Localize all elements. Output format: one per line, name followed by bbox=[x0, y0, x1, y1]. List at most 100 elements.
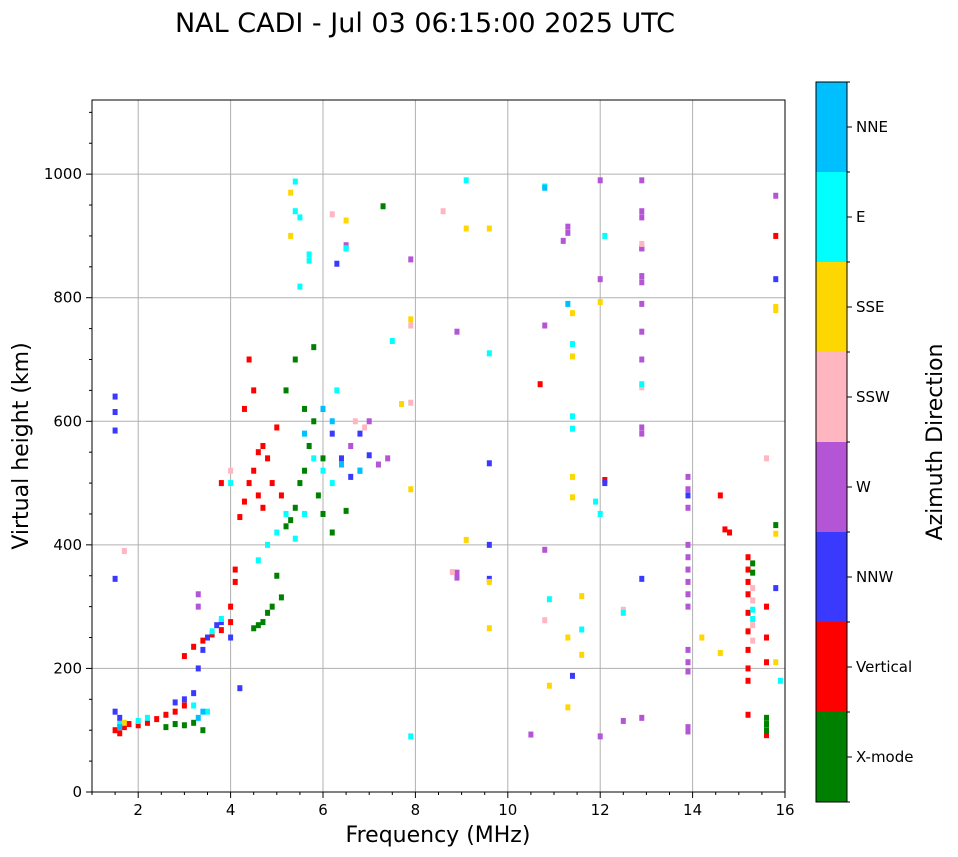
data-point bbox=[362, 424, 368, 431]
data-point bbox=[283, 510, 289, 517]
data-point bbox=[265, 609, 271, 616]
series-nnw bbox=[112, 245, 779, 721]
data-point bbox=[320, 467, 326, 474]
y-axis-label: Virtual height (km) bbox=[9, 342, 34, 549]
data-point bbox=[685, 554, 691, 561]
data-point bbox=[685, 566, 691, 573]
chart-title: NAL CADI - Jul 03 06:15:00 2025 UTC bbox=[175, 8, 675, 39]
data-point bbox=[181, 696, 187, 703]
colorbar-label: SSW bbox=[856, 388, 890, 406]
data-point bbox=[172, 708, 178, 715]
data-point bbox=[593, 498, 599, 505]
data-point bbox=[265, 455, 271, 462]
data-point bbox=[218, 616, 224, 622]
data-point bbox=[218, 619, 224, 626]
series-w bbox=[195, 177, 779, 740]
data-point bbox=[745, 609, 751, 616]
data-point bbox=[343, 217, 349, 224]
data-point bbox=[311, 418, 317, 425]
data-point bbox=[117, 714, 123, 721]
data-point bbox=[126, 721, 132, 728]
data-point bbox=[773, 307, 779, 314]
data-point bbox=[269, 603, 275, 610]
data-point bbox=[408, 486, 414, 493]
data-point bbox=[311, 455, 317, 462]
data-point bbox=[274, 424, 280, 431]
data-point bbox=[486, 578, 492, 585]
data-point bbox=[366, 452, 372, 459]
data-point bbox=[163, 711, 169, 718]
data-point bbox=[255, 622, 261, 629]
y-axis: 0 200 400 600 800 1000 bbox=[44, 111, 92, 801]
data-point bbox=[278, 594, 284, 601]
data-point bbox=[181, 702, 187, 709]
colorbar-label: SSE bbox=[856, 298, 885, 316]
data-point bbox=[302, 430, 308, 437]
x-tick-label: 6 bbox=[318, 801, 328, 819]
series-e bbox=[117, 177, 783, 740]
data-point bbox=[745, 646, 751, 653]
data-point bbox=[375, 461, 381, 468]
data-point bbox=[209, 628, 215, 635]
data-point bbox=[685, 646, 691, 653]
data-point bbox=[399, 400, 405, 407]
x-tick-label: 2 bbox=[133, 801, 143, 819]
data-point bbox=[764, 634, 770, 641]
data-point bbox=[565, 634, 571, 641]
data-point bbox=[542, 617, 548, 624]
data-point bbox=[685, 659, 691, 666]
data-point bbox=[685, 492, 691, 499]
data-point bbox=[579, 651, 585, 658]
data-point bbox=[265, 541, 271, 548]
data-point bbox=[320, 405, 326, 412]
data-point bbox=[121, 719, 127, 726]
data-point bbox=[329, 480, 335, 487]
data-point bbox=[237, 514, 243, 521]
data-point bbox=[283, 387, 289, 394]
data-point bbox=[764, 659, 770, 666]
data-point bbox=[454, 569, 460, 576]
data-point bbox=[343, 242, 349, 249]
data-point bbox=[449, 569, 455, 576]
colorbar-segment-nne bbox=[816, 82, 847, 172]
data-point bbox=[764, 721, 770, 728]
data-point bbox=[745, 578, 751, 585]
data-point bbox=[112, 427, 118, 434]
data-point bbox=[565, 229, 571, 236]
data-point bbox=[542, 322, 548, 329]
data-point bbox=[380, 203, 386, 210]
data-point bbox=[745, 554, 751, 561]
data-point bbox=[639, 273, 645, 280]
data-point bbox=[269, 480, 275, 487]
colorbar-segment-e bbox=[816, 172, 847, 262]
data-point bbox=[639, 240, 645, 247]
data-point bbox=[454, 328, 460, 335]
x-tick-label: 14 bbox=[683, 801, 702, 819]
data-point bbox=[292, 504, 298, 511]
data-point bbox=[191, 643, 197, 650]
data-point bbox=[302, 405, 308, 412]
data-point bbox=[685, 724, 691, 731]
data-point bbox=[260, 504, 266, 511]
data-point bbox=[685, 603, 691, 610]
data-point bbox=[241, 405, 247, 412]
data-point bbox=[639, 575, 645, 582]
data-point bbox=[246, 356, 252, 363]
data-point bbox=[440, 208, 446, 215]
colorbar-label: E bbox=[856, 208, 865, 226]
data-point bbox=[528, 731, 534, 738]
data-point bbox=[408, 733, 414, 740]
data-point bbox=[750, 606, 756, 613]
data-point bbox=[172, 699, 178, 706]
data-point bbox=[306, 251, 312, 258]
data-point bbox=[292, 178, 298, 185]
data-point bbox=[181, 653, 187, 660]
colorbar-frame bbox=[815, 81, 848, 803]
data-point bbox=[569, 672, 575, 679]
colorbar-segment-ssw bbox=[816, 352, 847, 442]
data-point bbox=[602, 476, 608, 483]
data-point bbox=[602, 232, 608, 239]
data-point bbox=[745, 677, 751, 684]
data-point bbox=[389, 337, 395, 344]
